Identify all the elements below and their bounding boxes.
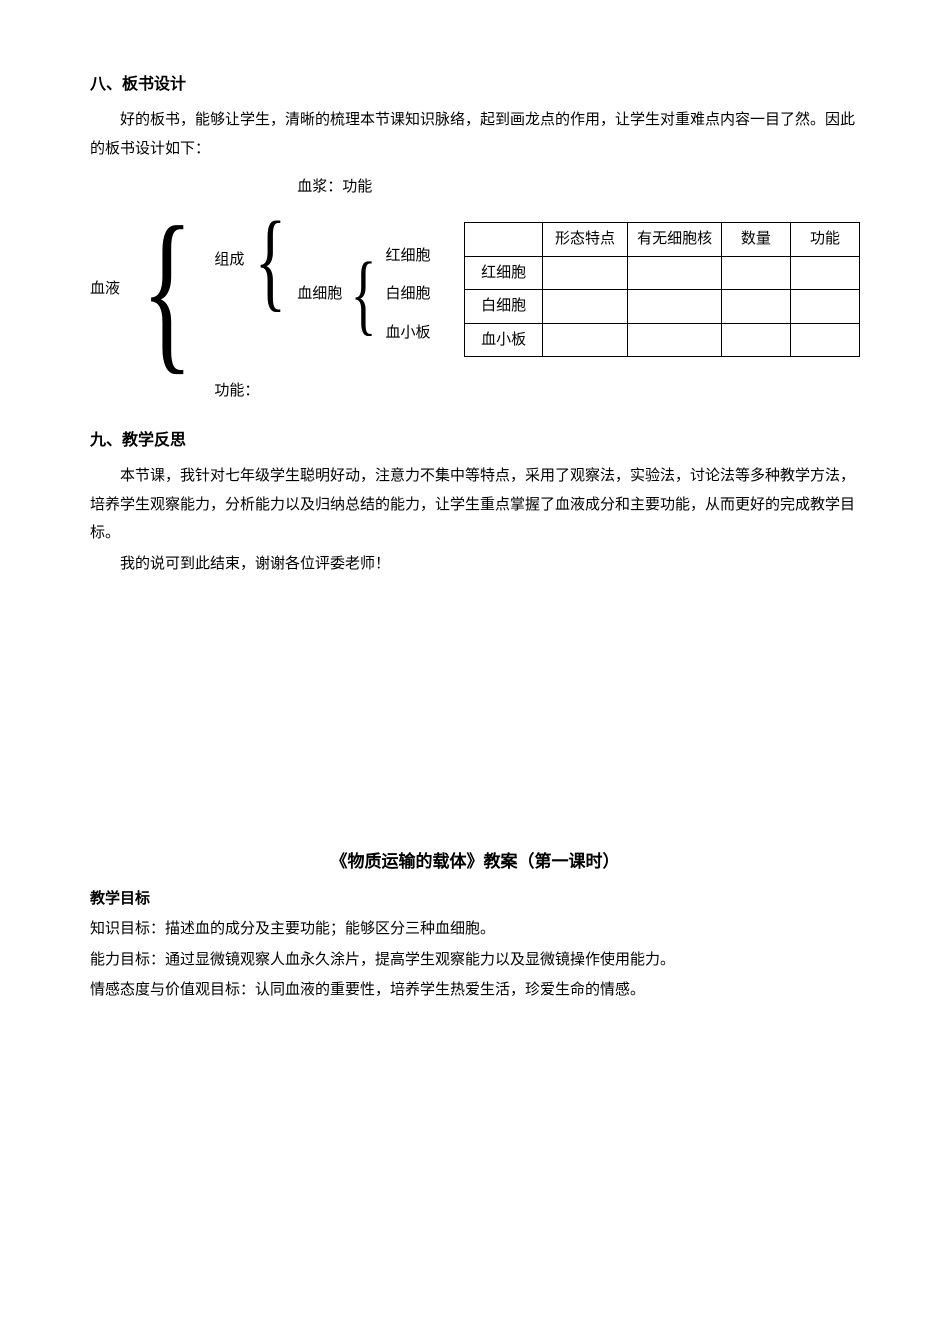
- table-cell: [721, 256, 790, 290]
- section-9-paragraph-1: 本节课，我针对七年级学生聪明好动，注意力不集中等特点，采用了观察法，实验法，讨论…: [90, 462, 860, 548]
- tree-cell-white: 白细胞: [385, 280, 430, 309]
- ability-goal: 能力目标：通过显微镜观察人血永久涂片，提高学生观察能力以及显微镜操作使用能力。: [90, 946, 860, 975]
- table-header: 有无细胞核: [628, 223, 722, 257]
- table-row: 血小板: [465, 323, 860, 357]
- knowledge-goal: 知识目标：描述血的成分及主要功能；能够区分三种血细胞。: [90, 915, 860, 944]
- table-header: [465, 223, 542, 257]
- table-cell: [790, 256, 859, 290]
- brace-icon: {: [141, 209, 193, 371]
- table-row: 白细胞: [465, 290, 860, 324]
- table-cell: 红细胞: [465, 256, 542, 290]
- tree-branch-function: 功能：: [214, 377, 430, 406]
- table-cell: [628, 256, 722, 290]
- table-cell: [790, 290, 859, 324]
- table-cell: [542, 256, 627, 290]
- tree-branch-compose: 组成: [214, 246, 244, 275]
- table-cell: 白细胞: [465, 290, 542, 324]
- table-cell: [542, 323, 627, 357]
- table-cell: 血小板: [465, 323, 542, 357]
- table-header: 形态特点: [542, 223, 627, 257]
- brace-icon: {: [255, 211, 287, 310]
- section-9-paragraph-2: 我的说可到此结束，谢谢各位评委老师！: [90, 550, 860, 579]
- section-8-heading: 八、板书设计: [90, 70, 860, 100]
- table-cell: [628, 290, 722, 324]
- blackboard-tree: 血液 { 组成 { 血浆：功能 血细胞 { 红细胞 白细胞 血小板 功能：: [90, 173, 860, 406]
- brace-icon: {: [351, 254, 377, 335]
- cell-table: 形态特点 有无细胞核 数量 功能 红细胞 白细胞 血小板: [464, 222, 860, 357]
- table-header-row: 形态特点 有无细胞核 数量 功能: [465, 223, 860, 257]
- table-header: 功能: [790, 223, 859, 257]
- table-cell: [790, 323, 859, 357]
- lesson-title: 《物质运输的载体》教案（第一课时）: [90, 846, 860, 878]
- tree-cell-platelet: 血小板: [385, 319, 430, 348]
- table-cell: [721, 290, 790, 324]
- tree-leaf-cells: 血细胞: [297, 280, 342, 309]
- table-row: 红细胞: [465, 256, 860, 290]
- emotion-goal: 情感态度与价值观目标：认同血液的重要性，培养学生热爱生活，珍爱生命的情感。: [90, 976, 860, 1005]
- section-9-heading: 九、教学反思: [90, 426, 860, 456]
- table-cell: [542, 290, 627, 324]
- tree-root: 血液: [90, 275, 120, 304]
- tree-leaf-plasma: 血浆：功能: [297, 173, 430, 202]
- table-cell: [628, 323, 722, 357]
- table-cell: [721, 323, 790, 357]
- section-8-paragraph: 好的板书，能够让学生，清晰的梳理本节课知识脉络，起到画龙点的作用，让学生对重难点…: [90, 106, 860, 163]
- table-header: 数量: [721, 223, 790, 257]
- objective-heading: 教学目标: [90, 885, 860, 914]
- tree-cell-red: 红细胞: [385, 242, 430, 271]
